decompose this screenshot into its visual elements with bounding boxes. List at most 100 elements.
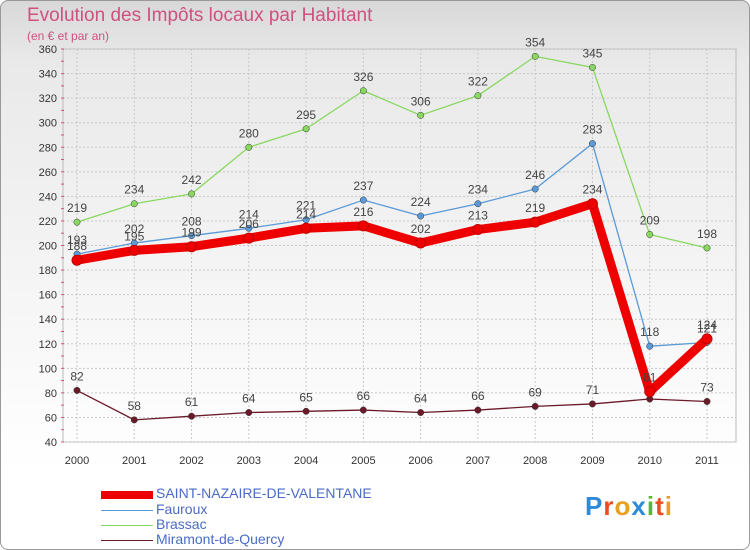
- data-label: 354: [525, 35, 545, 49]
- legend-swatch-fauroux: [101, 510, 153, 511]
- y-tick-label: 180: [39, 265, 57, 277]
- data-label: 219: [525, 201, 545, 215]
- data-point: [589, 63, 596, 71]
- data-label: 234: [468, 183, 488, 197]
- x-tick-label: 2005: [351, 455, 375, 467]
- y-tick-label: 320: [39, 93, 57, 105]
- chart-title: Evolution des Impôts locaux par Habitant: [27, 5, 373, 26]
- chart-subtitle: (en € et par an): [27, 29, 110, 43]
- data-point: [188, 412, 195, 420]
- data-point: [472, 224, 484, 236]
- data-label: 224: [411, 195, 431, 209]
- data-point: [474, 92, 482, 100]
- y-tick-label: 260: [39, 167, 57, 179]
- data-point: [357, 220, 369, 232]
- data-label: 206: [239, 217, 259, 231]
- x-tick-label: 2010: [637, 455, 661, 467]
- data-point: [300, 222, 312, 234]
- y-tick-label: 300: [39, 118, 57, 130]
- data-point: [188, 232, 195, 240]
- data-point: [128, 244, 140, 256]
- data-label: 69: [529, 385, 543, 399]
- data-label: 198: [697, 227, 717, 241]
- x-tick-label: 2003: [237, 455, 261, 467]
- data-label: 295: [296, 108, 316, 122]
- y-tick-label: 240: [39, 191, 57, 203]
- data-label: 213: [468, 209, 488, 223]
- data-label: 219: [67, 201, 87, 215]
- logo-letter: x: [631, 491, 647, 521]
- y-tick-label: 280: [39, 142, 57, 154]
- legend-label-miramont: Miramont-de-Quercy: [156, 531, 285, 547]
- x-tick-label: 2006: [408, 455, 432, 467]
- x-tick-label: 2001: [122, 455, 146, 467]
- data-label: 118: [640, 325, 659, 339]
- logo-letter: P: [585, 491, 604, 521]
- data-label: 199: [182, 226, 202, 240]
- data-point: [359, 87, 367, 95]
- data-label: 237: [353, 179, 373, 193]
- logo-letter: t: [655, 491, 665, 521]
- data-label: 81: [643, 371, 657, 385]
- data-point: [302, 125, 310, 133]
- data-point: [415, 237, 427, 249]
- data-label: 209: [640, 213, 660, 227]
- y-tick-label: 40: [45, 437, 57, 449]
- data-label: 234: [124, 183, 144, 197]
- data-label: 73: [700, 380, 714, 394]
- data-point: [589, 400, 596, 408]
- data-label: 216: [353, 205, 373, 219]
- data-label: 66: [357, 389, 371, 403]
- data-point: [245, 409, 253, 416]
- data-point: [474, 200, 482, 208]
- data-point: [703, 398, 711, 405]
- data-label: 202: [411, 222, 431, 236]
- legend-label-fauroux: Fauroux: [156, 501, 208, 517]
- data-label: 283: [582, 123, 602, 137]
- logo-letter: i: [664, 491, 673, 521]
- x-tick-label: 2011: [695, 455, 719, 467]
- data-label: 64: [414, 392, 428, 406]
- data-point: [646, 342, 654, 350]
- data-point: [531, 185, 539, 193]
- data-label: 193: [67, 233, 87, 247]
- data-label: 306: [411, 94, 431, 108]
- data-label: 195: [124, 229, 144, 243]
- y-tick-label: 340: [39, 69, 57, 81]
- series-line-Brassac: [76, 55, 708, 249]
- data-label: 214: [296, 207, 316, 221]
- x-tick-label: 2000: [65, 455, 89, 467]
- y-tick-label: 140: [39, 314, 57, 326]
- proxiti-logo: Proxiti: [585, 491, 673, 522]
- data-label: 61: [185, 395, 199, 409]
- x-tick-label: 2009: [580, 455, 604, 467]
- x-tick-label: 2008: [523, 455, 547, 467]
- data-point: [417, 212, 425, 220]
- data-point: [474, 406, 482, 414]
- data-point: [359, 196, 367, 204]
- y-tick-label: 100: [39, 363, 57, 375]
- data-label: 280: [239, 126, 259, 140]
- data-label: 188: [67, 239, 87, 253]
- data-point: [703, 244, 711, 252]
- legend-swatch-brassac: [101, 525, 153, 526]
- data-label: 82: [70, 369, 84, 383]
- data-point: [245, 224, 253, 232]
- data-label: 214: [239, 207, 259, 221]
- data-point: [245, 143, 253, 151]
- data-point: [130, 200, 138, 208]
- data-point: [586, 198, 598, 210]
- data-label: 322: [468, 75, 488, 89]
- data-point: [302, 407, 310, 415]
- data-label: 345: [582, 46, 602, 60]
- data-label: 124: [697, 318, 717, 332]
- data-label: 202: [124, 222, 144, 236]
- data-label: 71: [586, 383, 600, 397]
- data-point: [529, 216, 541, 228]
- x-tick-label: 2007: [466, 455, 490, 467]
- data-label: 326: [353, 70, 373, 84]
- data-label: 66: [471, 389, 485, 403]
- y-tick-label: 60: [45, 412, 57, 424]
